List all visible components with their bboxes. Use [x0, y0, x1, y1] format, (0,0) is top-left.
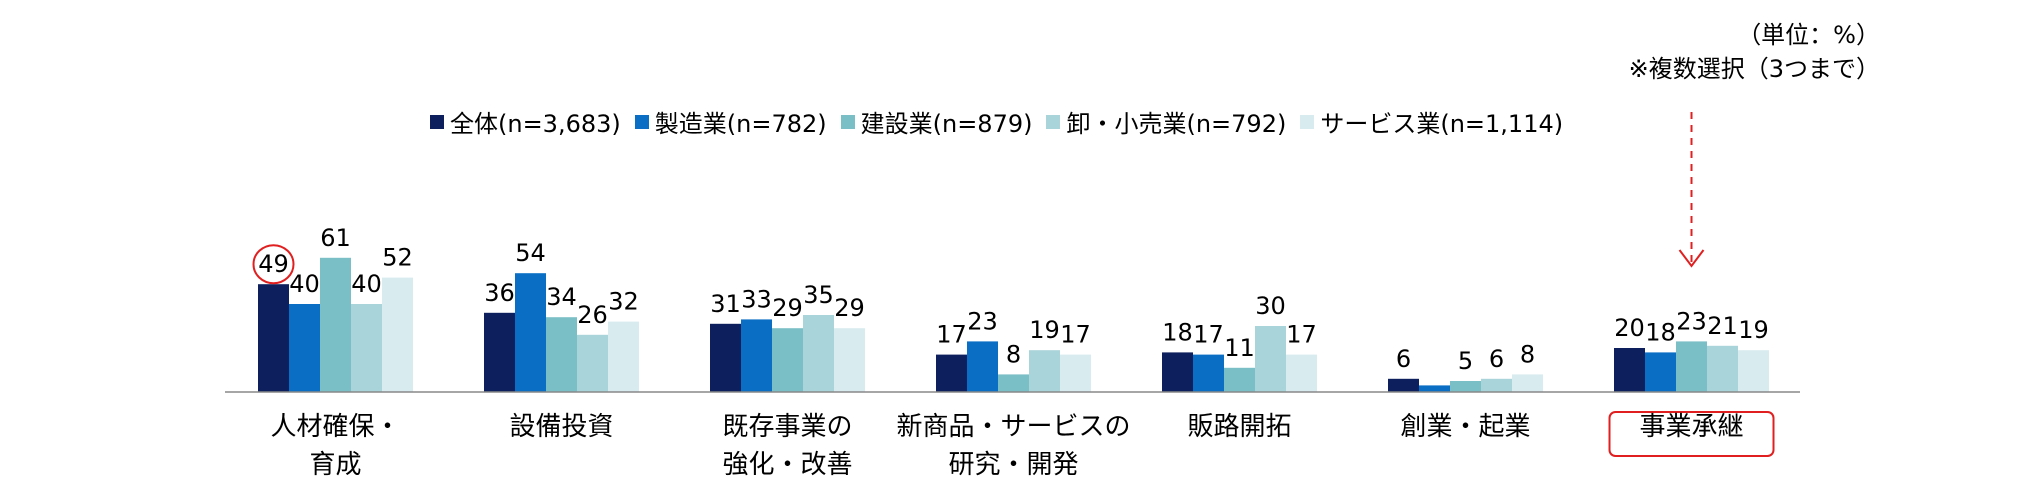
data-label-3-1: 23 [967, 307, 998, 335]
bar-0-0 [258, 284, 289, 392]
bar-5-1 [1419, 385, 1450, 392]
category-label-5: 創業・起業 [1400, 412, 1531, 442]
bar-6-1 [1645, 352, 1676, 392]
legend-swatch-retail [1046, 114, 1061, 129]
data-label-1-1: 54 [515, 239, 546, 267]
data-label-2-0: 31 [710, 290, 741, 318]
category-label-4: 販路開拓 [1187, 412, 1292, 442]
data-label-6-3: 21 [1707, 312, 1738, 340]
legend-label-retail: 卸・小売業(n=792) [1066, 110, 1287, 138]
legend: 全体(n=3,683) 製造業(n=782) 建設業(n=879) 卸・小売業(… [430, 104, 1563, 139]
data-label-4-4: 17 [1286, 321, 1317, 349]
bar-6-3 [1707, 345, 1738, 392]
category-label-0: 人材確保・ 育成 [270, 412, 401, 480]
data-label-2-1: 33 [741, 285, 772, 313]
bar-0-2 [320, 257, 351, 392]
legend-item-manufacturing: 製造業(n=782) [634, 104, 827, 139]
bar-2-1 [741, 319, 772, 392]
data-label-4-0: 18 [1162, 318, 1193, 346]
data-label-4-1: 17 [1193, 321, 1224, 349]
data-label-4-2: 11 [1224, 334, 1255, 362]
bar-2-3 [803, 315, 834, 392]
legend-label-overall: 全体(n=3,683) [450, 110, 621, 138]
data-label-1-2: 34 [546, 283, 577, 311]
bar-4-1 [1193, 354, 1224, 392]
data-label-0-1: 40 [289, 270, 320, 298]
data-label-2-4: 29 [834, 294, 865, 322]
bar-3-0 [936, 354, 967, 392]
data-label-2-3: 35 [803, 281, 834, 309]
legend-label-service: サービス業(n=1,114) [1320, 110, 1564, 138]
unit-note: （単位：%） ※複数選択（3つまで） [1628, 21, 1880, 83]
category-label-6: 事業承継 [1639, 412, 1744, 442]
data-label-5-4: 8 [1520, 340, 1535, 368]
bar-3-4 [1060, 354, 1091, 392]
bar-2-2 [772, 328, 803, 392]
category-label-1: 設備投資 [509, 412, 614, 442]
bar-0-3 [351, 304, 382, 392]
data-label-1-0: 36 [484, 279, 515, 307]
bar-3-2 [998, 374, 1029, 392]
data-label-5-3: 6 [1489, 345, 1504, 373]
data-label-6-4: 19 [1738, 316, 1769, 344]
data-label-0-2: 61 [320, 224, 351, 252]
bar-4-4 [1286, 354, 1317, 392]
data-label-1-4: 32 [608, 288, 639, 316]
data-label-0-4: 52 [382, 244, 413, 272]
legend-item-retail: 卸・小売業(n=792) [1046, 104, 1286, 139]
data-label-3-4: 17 [1060, 321, 1091, 349]
bar-5-0 [1388, 378, 1419, 392]
legend-swatch-construction [840, 114, 855, 129]
bar-1-3 [577, 334, 608, 392]
bar-3-3 [1029, 350, 1060, 392]
highlight-box [1608, 411, 1775, 457]
highlight-arrow-head [1678, 249, 1705, 268]
bar-6-0 [1614, 348, 1645, 392]
legend-swatch-service [1300, 114, 1315, 129]
legend-item-construction: 建設業(n=879) [840, 104, 1033, 139]
category-label-2: 既存事業の 強化・改善 [722, 412, 853, 480]
data-label-1-3: 26 [577, 301, 608, 329]
data-label-6-0: 20 [1614, 314, 1645, 342]
data-label-2-2: 29 [772, 294, 803, 322]
data-label-3-0: 17 [936, 321, 967, 349]
bar-1-0 [484, 312, 515, 392]
data-label-6-2: 23 [1676, 307, 1707, 335]
bar-2-4 [834, 328, 865, 392]
highlight-circle [252, 244, 295, 285]
legend-label-construction: 建設業(n=879) [860, 110, 1033, 138]
bar-5-2 [1450, 381, 1481, 392]
legend-item-service: サービス業(n=1,114) [1300, 104, 1563, 139]
bar-4-3 [1255, 326, 1286, 392]
legend-swatch-manufacturing [634, 114, 649, 129]
bar-4-2 [1224, 367, 1255, 392]
legend-item-overall: 全体(n=3,683) [430, 104, 621, 139]
bar-2-0 [710, 323, 741, 392]
data-label-4-3: 30 [1255, 292, 1286, 320]
bar-6-2 [1676, 341, 1707, 392]
bar-1-4 [608, 321, 639, 392]
bar-4-0 [1162, 352, 1193, 392]
bar-1-1 [515, 273, 546, 392]
bar-0-4 [382, 277, 413, 392]
bar-3-1 [967, 341, 998, 392]
legend-label-manufacturing: 製造業(n=782) [654, 110, 827, 138]
data-label-3-2: 8 [1006, 340, 1021, 368]
bar-0-1 [289, 304, 320, 392]
category-label-3: 新商品・サービスの 研究・開発 [896, 412, 1131, 480]
bar-1-2 [546, 317, 577, 392]
data-label-0-0: 49 [258, 250, 289, 278]
data-label-5-0: 6 [1396, 345, 1411, 373]
data-label-5-2: 5 [1458, 347, 1473, 375]
legend-swatch-overall [430, 114, 444, 129]
data-label-3-3: 19 [1029, 316, 1060, 344]
data-label-0-3: 40 [351, 270, 382, 298]
bar-5-4 [1512, 374, 1543, 392]
data-label-6-1: 18 [1645, 318, 1676, 346]
bar-6-4 [1738, 350, 1769, 392]
bar-5-3 [1481, 378, 1512, 392]
